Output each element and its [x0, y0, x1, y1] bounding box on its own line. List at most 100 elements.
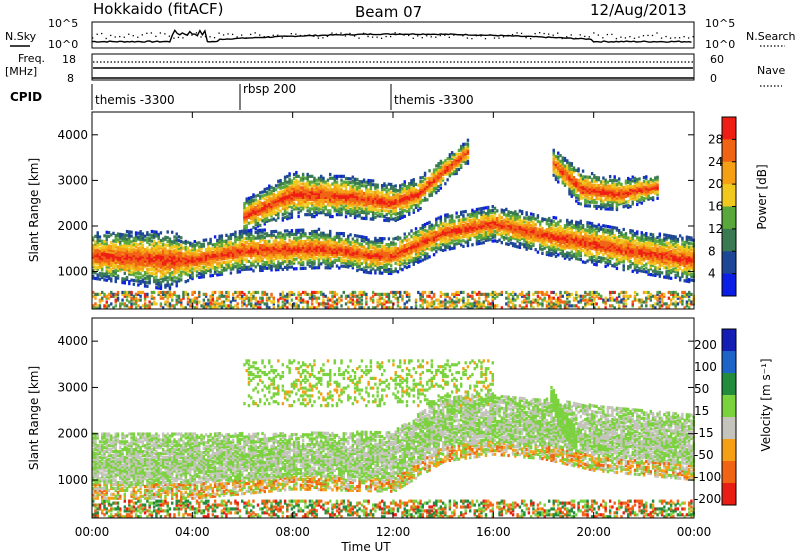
power-cell — [320, 250, 323, 254]
power-cell — [250, 236, 253, 240]
power-cell — [394, 250, 397, 254]
power-cell — [453, 300, 456, 304]
power-cell — [322, 186, 325, 190]
power-cell — [139, 290, 142, 295]
power-cell — [279, 262, 282, 266]
power-cell — [459, 306, 463, 310]
power-cell — [469, 235, 472, 240]
power-cell — [435, 187, 438, 191]
power-cell — [356, 195, 359, 199]
power-cell — [444, 228, 447, 233]
power-cell — [392, 207, 395, 212]
power-cell — [315, 207, 318, 211]
power-cell — [392, 241, 395, 245]
power-cell — [157, 259, 160, 263]
power-cell — [152, 280, 156, 284]
power-cell — [401, 200, 404, 204]
power-cell — [261, 203, 264, 208]
power-cell — [283, 179, 287, 183]
power-cell — [421, 241, 424, 245]
power-cell — [448, 235, 452, 239]
power-cell — [254, 209, 257, 214]
power-cell — [462, 239, 465, 243]
power-cell — [290, 244, 294, 248]
power-cell — [286, 194, 289, 198]
power-cell — [426, 186, 429, 190]
power-cell — [220, 292, 224, 296]
power-cell — [132, 259, 136, 263]
power-cell — [114, 262, 117, 266]
power-cell — [157, 269, 160, 273]
power-cell — [301, 234, 305, 238]
power-cell — [247, 210, 251, 214]
power-cell — [317, 254, 321, 258]
power-cell — [408, 193, 411, 197]
power-cell — [396, 300, 400, 304]
power-cell — [229, 304, 233, 308]
freq-label-2: [MHz] — [5, 65, 37, 78]
power-cell — [265, 215, 269, 220]
power-cell — [462, 231, 465, 235]
power-cell — [211, 294, 215, 298]
power-cell — [405, 300, 409, 304]
power-cell — [313, 245, 316, 249]
power-cell — [459, 231, 463, 235]
power-cell — [324, 213, 327, 217]
power-cell — [365, 302, 368, 306]
power-cell — [419, 185, 422, 190]
power-cell — [326, 190, 330, 194]
power-cell — [277, 306, 280, 310]
power-cell — [229, 244, 233, 248]
power-cell — [342, 232, 345, 236]
power-cell — [446, 166, 449, 170]
power-cell — [313, 207, 316, 211]
power-cell — [320, 188, 323, 192]
power-cell — [98, 248, 102, 253]
power-cell — [362, 237, 366, 241]
power-cell — [141, 243, 145, 248]
power-cell — [450, 292, 454, 296]
power-cell — [351, 248, 355, 253]
power-cell — [358, 306, 361, 310]
power-cell — [227, 248, 230, 252]
power-cell — [313, 205, 316, 209]
power-cell — [324, 260, 327, 264]
noise-search-dot — [322, 37, 324, 39]
power-cell — [399, 248, 402, 252]
power-cell — [399, 205, 402, 209]
power-cell — [152, 243, 156, 247]
power-cell — [317, 304, 321, 308]
power-cell — [283, 240, 287, 245]
noise-search-dot — [385, 35, 387, 38]
power-cell — [466, 219, 470, 223]
power-cell — [202, 302, 206, 306]
power-cell — [286, 190, 289, 194]
power-cell — [168, 243, 172, 247]
power-cell — [412, 237, 415, 242]
power-cell — [349, 190, 352, 194]
power-cell — [396, 196, 400, 200]
power-cell — [405, 262, 409, 266]
power-cell — [344, 245, 348, 249]
power-cell — [466, 224, 470, 229]
power-cell — [437, 171, 440, 175]
power-cell — [408, 245, 411, 249]
power-cell — [274, 211, 278, 215]
power-cell — [189, 276, 192, 280]
power-cell — [209, 249, 212, 253]
power-cell — [432, 174, 436, 178]
power-cell — [265, 253, 269, 257]
power-cell — [371, 300, 375, 304]
power-cell — [268, 245, 271, 249]
power-cell — [270, 258, 273, 262]
power-cell — [288, 259, 291, 264]
power-cell — [164, 302, 167, 306]
power-cell — [367, 205, 370, 209]
power-cell — [94, 265, 97, 269]
power-cell — [270, 292, 273, 296]
power-cell — [252, 218, 255, 222]
power-cell — [338, 190, 341, 194]
power-cell — [139, 268, 142, 272]
power-cell — [157, 292, 160, 296]
power-cell — [161, 264, 165, 268]
